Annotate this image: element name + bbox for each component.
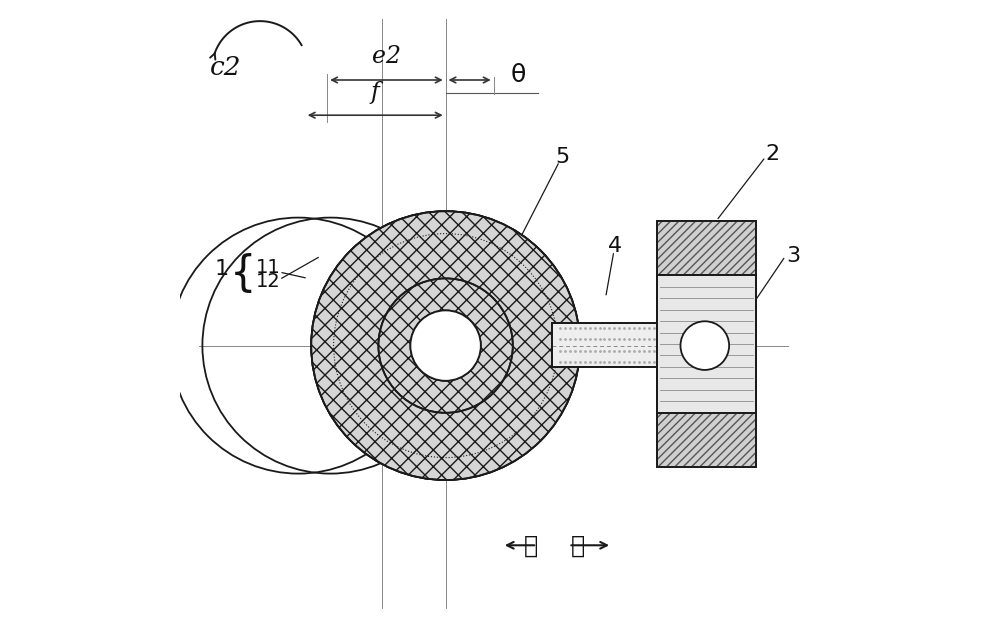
Circle shape [311, 211, 580, 480]
Circle shape [311, 211, 580, 480]
Text: c2: c2 [210, 54, 242, 80]
Text: {: { [229, 253, 256, 295]
Bar [552, 323, 657, 367]
Circle shape [680, 321, 729, 370]
Text: θ: θ [510, 63, 526, 87]
Bar [657, 221, 756, 275]
Bar [657, 221, 756, 275]
Text: K2: K2 [548, 370, 571, 388]
Text: 4: 4 [608, 236, 622, 257]
Text: K1: K1 [548, 383, 571, 401]
Text: 3: 3 [786, 246, 800, 266]
Circle shape [378, 278, 513, 413]
Text: 5: 5 [556, 147, 570, 167]
Bar [657, 221, 756, 467]
Bar [657, 413, 756, 467]
Text: 右: 右 [570, 533, 585, 557]
Bar [657, 275, 756, 413]
Bar [657, 275, 756, 413]
Bar [552, 323, 657, 367]
Circle shape [311, 211, 580, 480]
Text: e2: e2 [372, 45, 401, 68]
Text: 左: 左 [524, 533, 538, 557]
Text: f: f [371, 81, 380, 104]
Bar [657, 413, 756, 467]
Text: 2: 2 [765, 143, 779, 164]
Circle shape [410, 310, 481, 381]
Text: 1: 1 [215, 259, 229, 279]
Circle shape [410, 310, 481, 381]
Text: 11: 11 [256, 258, 281, 277]
Text: 12: 12 [256, 272, 281, 291]
